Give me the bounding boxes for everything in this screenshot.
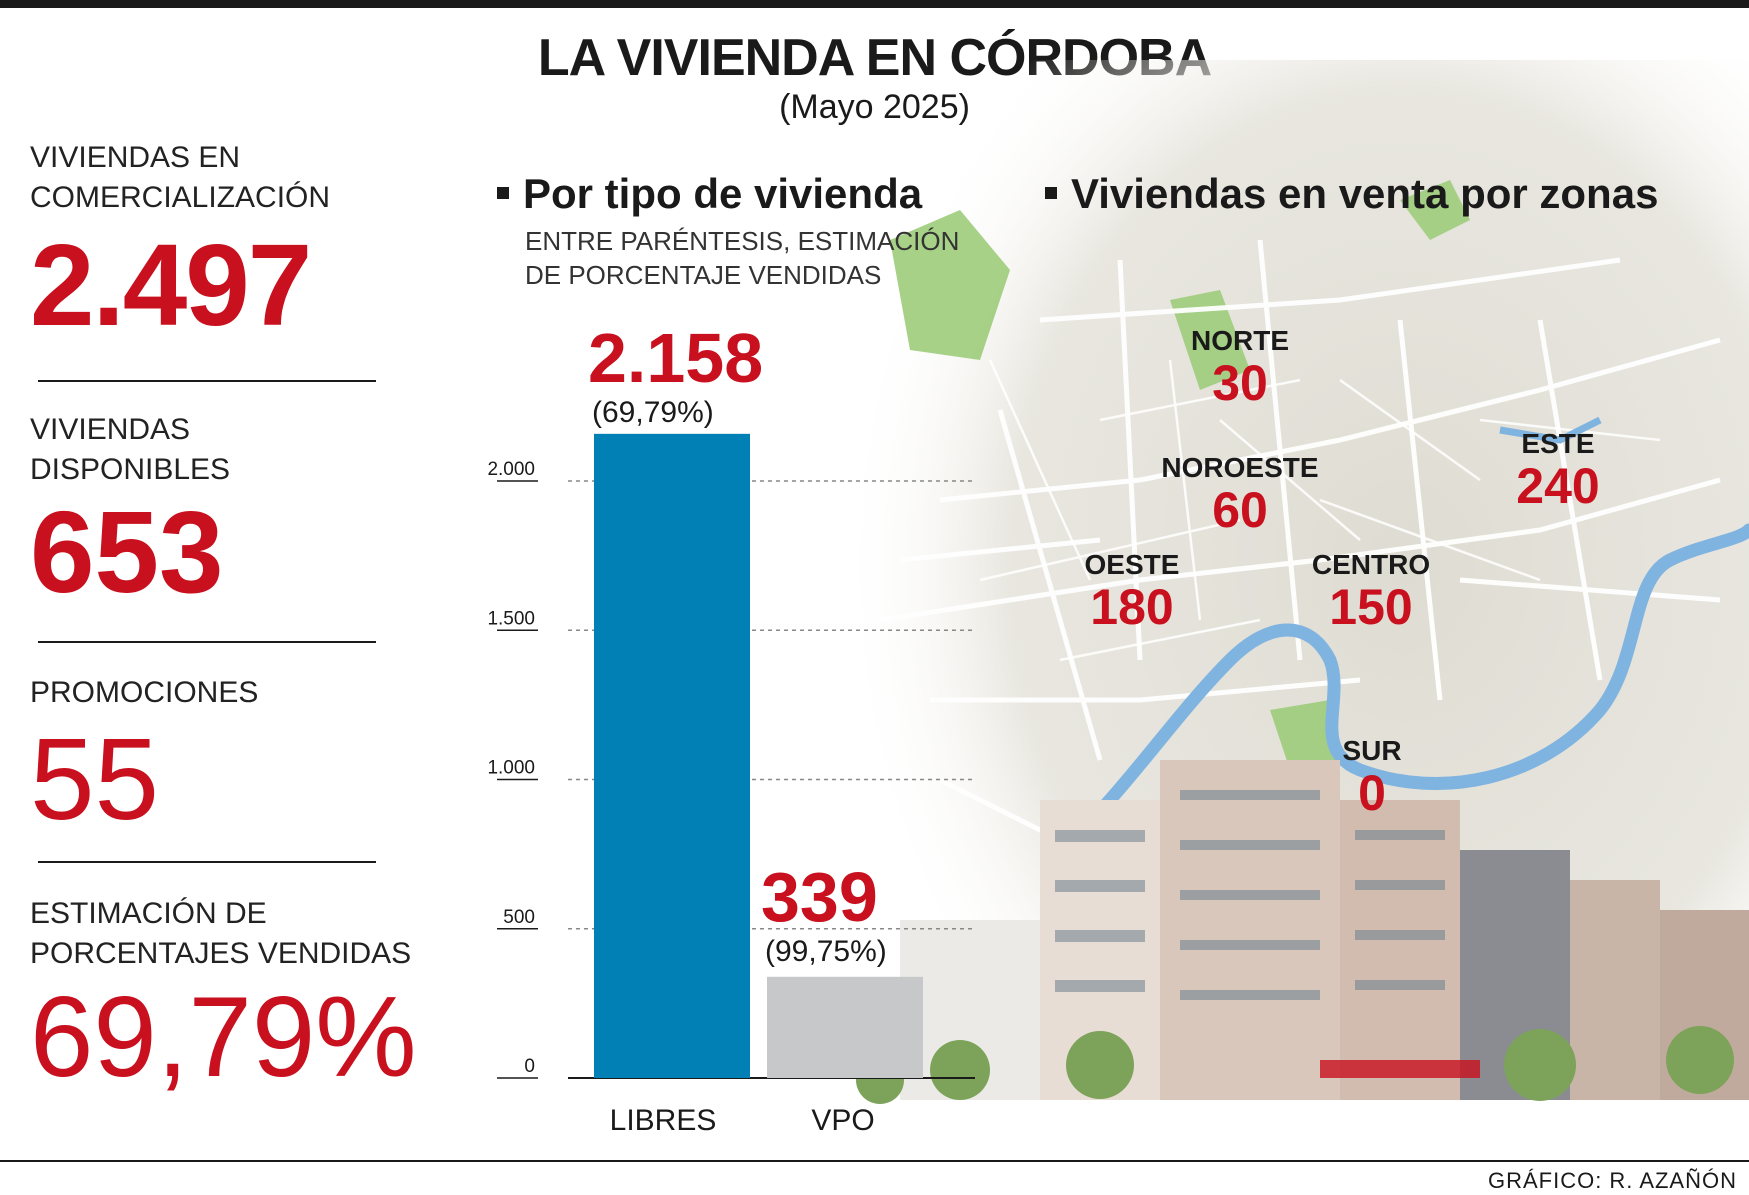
bar-libres	[594, 433, 750, 1078]
stat-label-porcentajes: ESTIMACIÓN DE PORCENTAJES VENDIDAS	[30, 897, 412, 970]
cordoba-map	[840, 60, 1749, 1160]
stat-label-promociones: PROMOCIONES	[30, 676, 259, 709]
park-south	[1270, 700, 1340, 770]
y-tick-label: 2.000	[487, 459, 535, 480]
stat-value-porcentajes: 69,79%	[30, 974, 417, 1101]
river	[1043, 523, 1749, 867]
zone-oeste: OESTE 180	[1084, 549, 1180, 635]
data-label-value: 339	[761, 858, 878, 936]
stat-label-disponibles: VIVIENDAS DISPONIBLES	[30, 413, 231, 486]
bar-vpo	[767, 976, 923, 1078]
zone-sur: SUR 0	[1342, 735, 1402, 821]
stat-value-promociones: 55	[30, 714, 160, 844]
bottom-rule	[0, 1160, 1749, 1162]
x-category-label: LIBRES	[610, 1104, 717, 1137]
park-north-west	[890, 210, 1010, 360]
bullet-square-icon	[497, 186, 509, 199]
stat-divider	[38, 380, 376, 382]
top-rule	[0, 0, 1749, 8]
zone-noroeste: NOROESTE 60	[1161, 452, 1319, 538]
park-north-east	[1400, 180, 1470, 240]
stat-divider	[38, 641, 376, 643]
data-label-value: 2.158	[588, 319, 763, 397]
bullet-square-icon	[1045, 186, 1057, 199]
zone-centro: CENTRO 150	[1311, 549, 1431, 635]
y-tick-label: 1.000	[487, 758, 535, 779]
zone-norte: NORTE 30	[1191, 325, 1289, 411]
stat-value-comercializacion: 2.497	[30, 220, 312, 350]
data-label-percent: (99,75%)	[765, 935, 887, 968]
zone-este: ESTE 240	[1516, 428, 1600, 514]
map-section-heading: Viviendas en venta por zonas	[1045, 170, 1658, 218]
x-category-label: VPO	[811, 1104, 874, 1137]
data-label-percent: (69,79%)	[592, 396, 714, 429]
y-tick-label: 500	[503, 907, 535, 928]
y-tick-label: 0	[524, 1056, 535, 1077]
stat-divider	[38, 861, 376, 863]
bar-section-heading: Por tipo de vivienda	[497, 170, 922, 218]
stat-label-comercializacion: VIVIENDAS EN COMERCIALIZACIÓN	[30, 141, 331, 214]
y-tick-label: 1.500	[487, 608, 535, 629]
bar-section-note: ENTRE PARÉNTESIS, ESTIMACIÓN DE PORCENTA…	[525, 226, 960, 290]
park-north	[1170, 290, 1250, 390]
credit: GRÁFICO: R. AZAÑÓN	[1487, 1168, 1737, 1193]
stat-value-disponibles: 653	[30, 487, 224, 617]
